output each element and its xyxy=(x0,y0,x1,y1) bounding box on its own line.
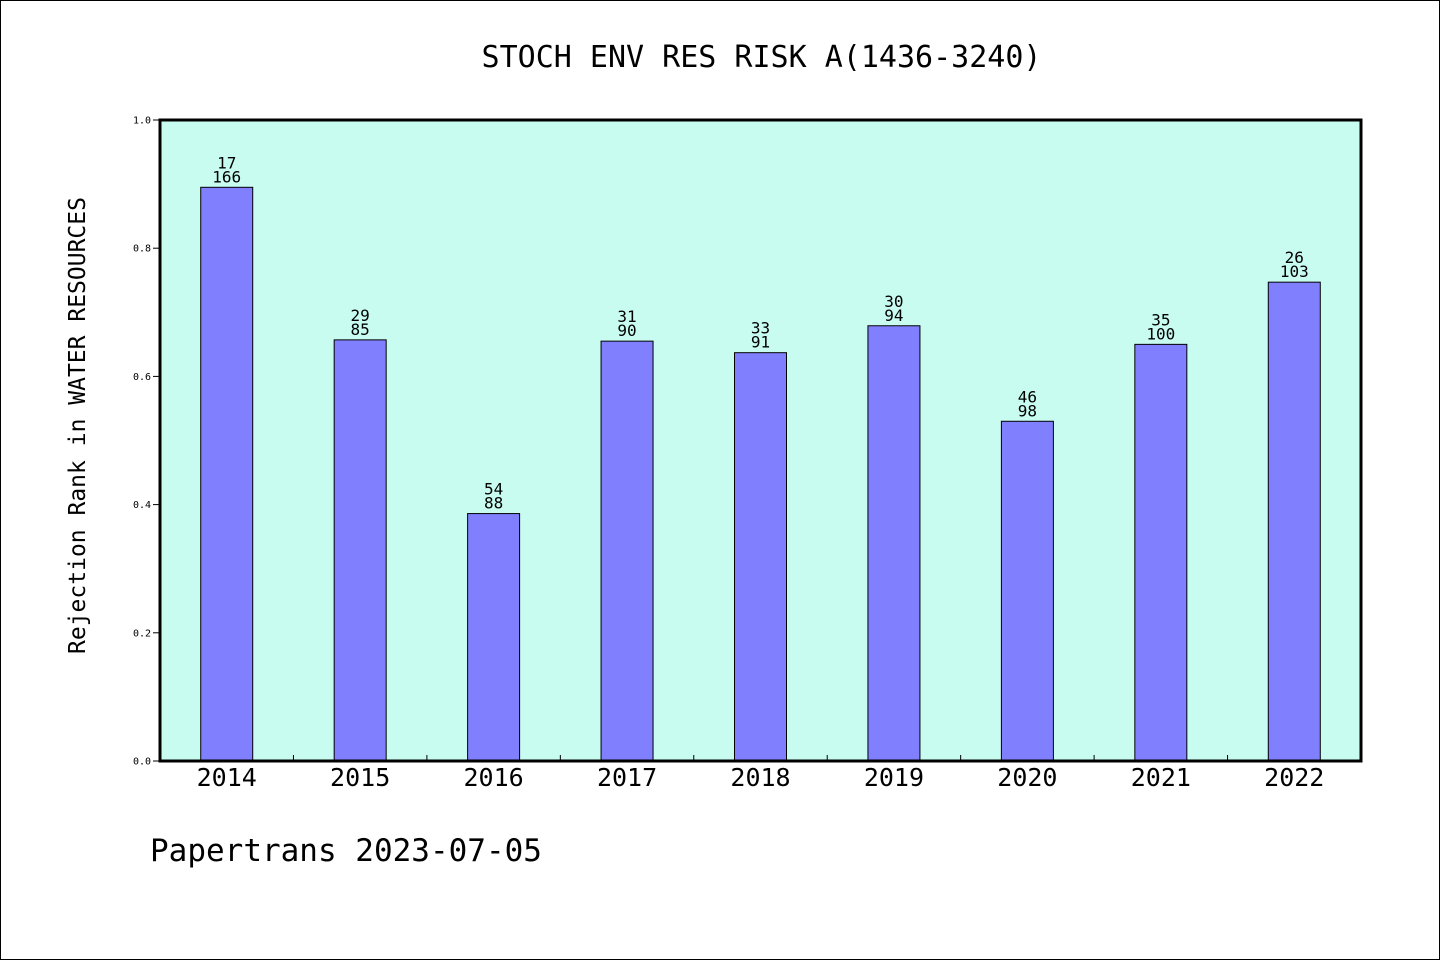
bar-label-bottom: 85 xyxy=(351,320,370,339)
bar-label-bottom: 88 xyxy=(484,494,503,513)
bar-label-top: 33 xyxy=(751,319,770,338)
bar-label-top: 26 xyxy=(1285,248,1304,267)
x-tick-label: 2021 xyxy=(1131,763,1191,792)
bar-label-bottom: 103 xyxy=(1280,262,1309,281)
y-tick-label: 0.2 xyxy=(133,628,151,639)
y-tick-label: 0.6 xyxy=(133,372,151,383)
y-tick-label: 0.8 xyxy=(133,244,151,255)
x-tick-label: 2018 xyxy=(730,763,790,792)
bar xyxy=(600,340,654,762)
bar xyxy=(1267,281,1321,762)
bar-label-top: 31 xyxy=(617,307,636,326)
bar xyxy=(1134,343,1188,762)
y-axis-label: Rejection Rank in WATER RESOURCES xyxy=(65,197,91,654)
bar xyxy=(333,339,387,762)
bar-label-top: 30 xyxy=(884,292,903,311)
y-tick-label: 1.0 xyxy=(133,116,151,127)
x-tick-label: 2020 xyxy=(997,763,1057,792)
y-tick-label: 0.0 xyxy=(133,757,151,768)
bar-label-top: 54 xyxy=(484,480,503,499)
bar xyxy=(467,513,521,762)
x-tick-label: 2022 xyxy=(1264,763,1324,792)
bar-label-bottom: 94 xyxy=(884,306,903,325)
bar xyxy=(1000,420,1054,762)
y-tick-label: 0.4 xyxy=(133,500,151,511)
x-tick-label: 2014 xyxy=(197,763,257,792)
x-tick-label: 2015 xyxy=(330,763,390,792)
bar-label-top: 29 xyxy=(351,306,370,325)
x-tick-label: 2016 xyxy=(464,763,524,792)
bar xyxy=(200,186,254,762)
bar-label-bottom: 91 xyxy=(751,333,770,352)
x-tick-label: 2019 xyxy=(864,763,924,792)
chart-title: STOCH ENV RES RISK A(1436-3240) xyxy=(482,40,1042,75)
bar-label-bottom: 166 xyxy=(212,167,241,186)
bar-label-bottom: 90 xyxy=(617,321,636,340)
bar-label-bottom: 98 xyxy=(1018,401,1037,420)
bar-label-top: 35 xyxy=(1151,310,1170,329)
bar-label-bottom: 100 xyxy=(1146,324,1175,343)
plot-frame xyxy=(158,118,1363,763)
footer-note: Papertrans 2023-07-05 xyxy=(150,833,542,869)
bar xyxy=(867,325,921,762)
bar-label-top: 46 xyxy=(1018,387,1037,406)
bar-label-top: 17 xyxy=(217,153,236,172)
x-tick-label: 2017 xyxy=(597,763,657,792)
bar xyxy=(734,352,787,762)
